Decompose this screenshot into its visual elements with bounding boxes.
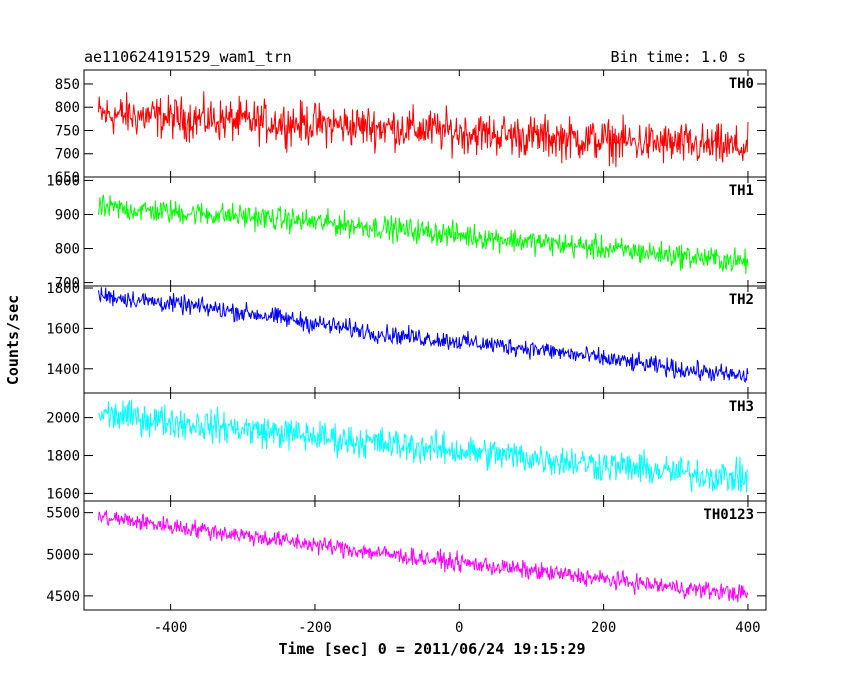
y-tick-label: 700	[55, 147, 80, 163]
series-line-th1	[97, 194, 749, 274]
x-tick-label: 400	[735, 620, 760, 636]
panel-th1: 700 800 900 1000 TH1	[46, 173, 767, 292]
series-line-th0	[97, 91, 749, 168]
y-tick-label: 2000	[46, 411, 80, 427]
x-axis-label: Time [sec] 0 = 2011/06/24 19:15:29	[278, 640, 585, 658]
panel-label: TH0123	[703, 507, 754, 523]
panel-th2: 1400 1600 1800 TH2	[46, 281, 767, 394]
panel-label: TH1	[729, 183, 754, 199]
y-tick-label: 4500	[46, 589, 80, 605]
y-tick-label: 1800	[46, 281, 80, 297]
y-tick-label: 1400	[46, 362, 80, 378]
y-tick-label: 5500	[46, 506, 80, 522]
panel-frame	[83, 500, 767, 611]
panel-th0: 650 700 750 800 850 TH0	[55, 69, 767, 186]
y-tick-label: 1600	[46, 321, 80, 337]
panel-label: TH2	[729, 292, 754, 308]
y-tick-label: 800	[55, 100, 80, 116]
y-tick-label: 700	[55, 276, 80, 292]
x-axis: -400 -200 0 200 400	[154, 620, 761, 636]
y-tick-label: 750	[55, 123, 80, 139]
y-tick-label: 1800	[46, 449, 80, 465]
series-line-th0123	[97, 510, 749, 603]
panel-th0123: 4500 5000 5500 TH0123	[46, 500, 767, 611]
y-tick-label: 650	[55, 170, 80, 186]
panels-group: 650 700 750 800 850 TH0 700 800 900 1000 TH1 1400 16…	[46, 69, 767, 611]
y-tick-label: 1000	[46, 173, 80, 189]
series-line-th3	[97, 399, 749, 493]
y-tick-label: 850	[55, 77, 80, 93]
x-tick-label: 200	[591, 620, 616, 636]
y-axis-label: Counts/sec	[4, 295, 22, 385]
y-tick-label: 1600	[46, 486, 80, 502]
chart-title: ae110624191529_wam1_trn	[84, 48, 292, 66]
x-tick-label: -200	[298, 620, 332, 636]
panel-th3: 1600 1800 2000 TH3	[46, 392, 767, 502]
panel-label: TH3	[729, 399, 754, 415]
series-line-th2	[97, 287, 749, 384]
panel-label: TH0	[729, 76, 754, 92]
bin-time-label: Bin time: 1.0 s	[611, 48, 746, 66]
x-tick-label: -400	[154, 620, 188, 636]
panel-frame	[83, 392, 767, 502]
y-tick-label: 900	[55, 207, 80, 223]
y-tick-label: 5000	[46, 547, 80, 563]
y-tick-label: 800	[55, 242, 80, 258]
x-tick-label: 0	[455, 620, 463, 636]
